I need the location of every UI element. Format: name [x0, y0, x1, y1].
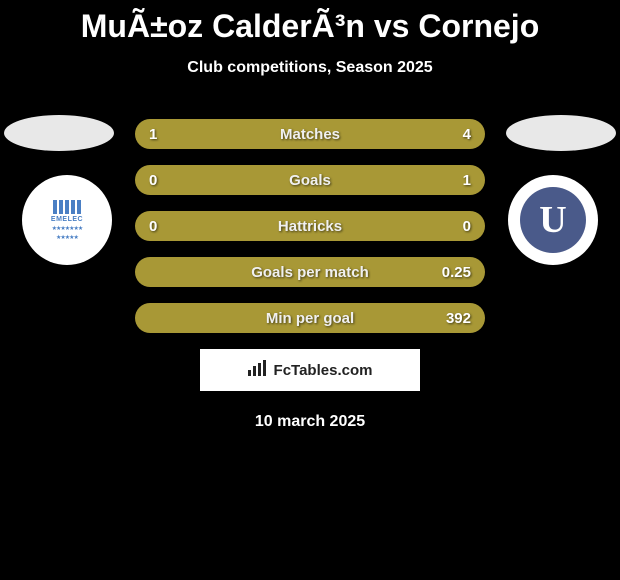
page-subtitle: Club competitions, Season 2025 [0, 59, 620, 77]
stat-row: 0 Hattricks 0 [135, 211, 485, 241]
stat-right-value: 0.25 [442, 264, 471, 281]
stats-container: 1 Matches 4 0 Goals 1 0 Hattricks 0 Goals per mat… [135, 119, 485, 333]
stat-row: Goals per match 0.25 [135, 257, 485, 287]
stat-left-value: 0 [149, 172, 157, 189]
page-title: MuÃ±oz CalderÃ³n vs Cornejo [0, 0, 620, 45]
liga-u-badge-icon: U [520, 187, 586, 253]
stat-row: Min per goal 392 [135, 303, 485, 333]
stat-left-value: 1 [149, 126, 157, 143]
stat-right-value: 0 [463, 218, 471, 235]
stat-label: Min per goal [266, 310, 354, 327]
emelec-badge-icon: EMELEC ★★★★★★★ ★★★★★ [51, 200, 83, 241]
stat-left-value: 0 [149, 218, 157, 235]
comparison-area: EMELEC ★★★★★★★ ★★★★★ U 1Matches40Goals10… [0, 119, 620, 431]
stat-right-value: 1 [463, 172, 471, 189]
branding-text: FcTables.com [274, 362, 373, 379]
team-badge-right: U [508, 175, 598, 265]
stat-right-value: 392 [446, 310, 471, 327]
branding-banner[interactable]: FcTables.com [200, 349, 420, 391]
stat-row: 0 Goals 1 [135, 165, 485, 195]
stat-label: Goals [289, 172, 331, 189]
chart-icon [248, 360, 268, 381]
stat-label: Goals per match [251, 264, 369, 281]
stat-label: Hattricks [278, 218, 342, 235]
team-left-name: EMELEC [51, 216, 83, 223]
player-right-placeholder [506, 115, 616, 151]
stat-right-value: 4 [463, 126, 471, 143]
team-badge-left: EMELEC ★★★★★★★ ★★★★★ [22, 175, 112, 265]
stat-row: 1 Matches 4 [135, 119, 485, 149]
date-text: 10 march 2025 [0, 413, 620, 431]
stat-label: Matches [280, 126, 340, 143]
player-left-placeholder [4, 115, 114, 151]
